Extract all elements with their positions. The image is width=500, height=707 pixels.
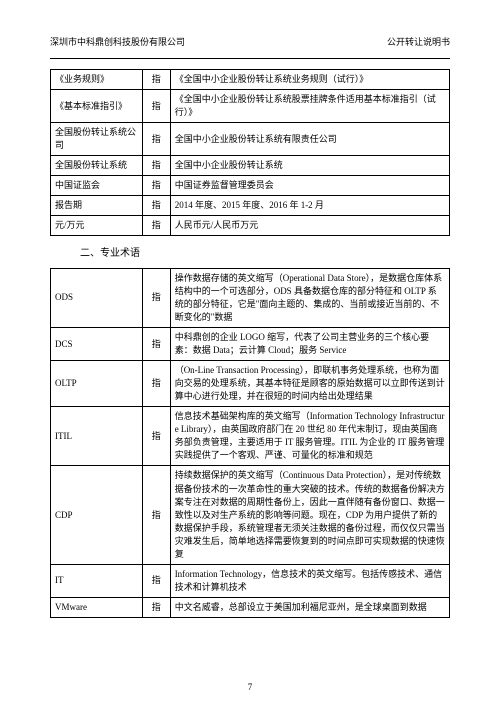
definition-cell: 人民币元/人民币万元	[170, 216, 449, 236]
section-title: 二、专业术语	[80, 246, 450, 262]
term-cell: 全国股份转让系统	[51, 156, 143, 176]
term-cell: IT	[51, 564, 143, 597]
table-row: 报告期指2014 年度、2015 年度、2016 年 1-2 月	[51, 196, 450, 216]
table-row: 元/万元指人民币元/人民币万元	[51, 216, 450, 236]
definition-cell: 中国证券监督管理委员会	[170, 176, 449, 196]
definition-cell: 信息技术基础架构库的英文缩写（Information Technology In…	[170, 407, 449, 466]
definition-cell: 持续数据保护的英文缩写（Continuous Data Protection），…	[170, 466, 449, 564]
definition-cell: （On-Line Transaction Processing），即联机事务处理…	[170, 361, 449, 407]
table-row: 中国证监会指中国证券监督管理委员会	[51, 176, 450, 196]
points-to-cell: 指	[142, 597, 170, 617]
table-row: 《基本标准指引》指《全国中小企业股份转让系统股票挂牌条件适用基本标准指引（试行）…	[51, 89, 450, 122]
points-to-cell: 指	[142, 564, 170, 597]
page-number: 7	[0, 681, 500, 695]
points-to-cell: 指	[142, 268, 170, 327]
points-to-cell: 指	[142, 466, 170, 564]
table-row: OLTP指（On-Line Transaction Processing），即联…	[51, 361, 450, 407]
table-row: 全国股份转让系统公司指全国中小企业股份转让系统有限责任公司	[51, 123, 450, 156]
points-to-cell: 指	[142, 156, 170, 176]
term-cell: 《基本标准指引》	[51, 89, 143, 122]
definition-cell: 《全国中小企业股份转让系统股票挂牌条件适用基本标准指引（试行）》	[170, 89, 449, 122]
term-cell: 报告期	[51, 196, 143, 216]
term-cell: ITIL	[51, 407, 143, 466]
table-row: ITIL指信息技术基础架构库的英文缩写（Information Technolo…	[51, 407, 450, 466]
points-to-cell: 指	[142, 69, 170, 89]
terms-table-1: 《业务规则》指《全国中小企业股份转让系统业务规则（试行）》《基本标准指引》指《全…	[50, 69, 450, 236]
terms-table-2: ODS指操作数据存储的英文缩写（Operational Data Store），…	[50, 268, 450, 618]
term-cell: VMware	[51, 597, 143, 617]
points-to-cell: 指	[142, 216, 170, 236]
table-row: 《业务规则》指《全国中小企业股份转让系统业务规则（试行）》	[51, 69, 450, 89]
table-row: DCS指中科鼎创的企业 LOGO 缩写，代表了公司主营业务的三个核心要素：数据 …	[51, 328, 450, 361]
table-row: 全国股份转让系统指全国中小企业股份转让系统	[51, 156, 450, 176]
definition-cell: Information Technology，信息技术的英文缩写。包括传感技术、…	[170, 564, 449, 597]
points-to-cell: 指	[142, 196, 170, 216]
term-cell: OLTP	[51, 361, 143, 407]
term-cell: 《业务规则》	[51, 69, 143, 89]
table-row: VMware指中文名威睿，总部设立于美国加利福尼亚州，是全球桌面到数据	[51, 597, 450, 617]
term-cell: DCS	[51, 328, 143, 361]
table-row: ODS指操作数据存储的英文缩写（Operational Data Store），…	[51, 268, 450, 327]
definition-cell: 全国中小企业股份转让系统	[170, 156, 449, 176]
definition-cell: 《全国中小企业股份转让系统业务规则（试行）》	[170, 69, 449, 89]
term-cell: 全国股份转让系统公司	[51, 123, 143, 156]
header-rule	[50, 58, 450, 59]
points-to-cell: 指	[142, 123, 170, 156]
points-to-cell: 指	[142, 89, 170, 122]
table-row: CDP指持续数据保护的英文缩写（Continuous Data Protecti…	[51, 466, 450, 564]
definition-cell: 中文名威睿，总部设立于美国加利福尼亚州，是全球桌面到数据	[170, 597, 449, 617]
points-to-cell: 指	[142, 407, 170, 466]
points-to-cell: 指	[142, 328, 170, 361]
definition-cell: 全国中小企业股份转让系统有限责任公司	[170, 123, 449, 156]
header-right: 公开转让说明书	[387, 36, 450, 50]
points-to-cell: 指	[142, 176, 170, 196]
definition-cell: 2014 年度、2015 年度、2016 年 1-2 月	[170, 196, 449, 216]
term-cell: 中国证监会	[51, 176, 143, 196]
term-cell: ODS	[51, 268, 143, 327]
term-cell: 元/万元	[51, 216, 143, 236]
points-to-cell: 指	[142, 361, 170, 407]
header-left: 深圳市中科鼎创科技股份有限公司	[50, 36, 185, 50]
definition-cell: 操作数据存储的英文缩写（Operational Data Store），是数据仓…	[170, 268, 449, 327]
table-row: IT指Information Technology，信息技术的英文缩写。包括传感…	[51, 564, 450, 597]
term-cell: CDP	[51, 466, 143, 564]
definition-cell: 中科鼎创的企业 LOGO 缩写，代表了公司主营业务的三个核心要素：数据 Data…	[170, 328, 449, 361]
